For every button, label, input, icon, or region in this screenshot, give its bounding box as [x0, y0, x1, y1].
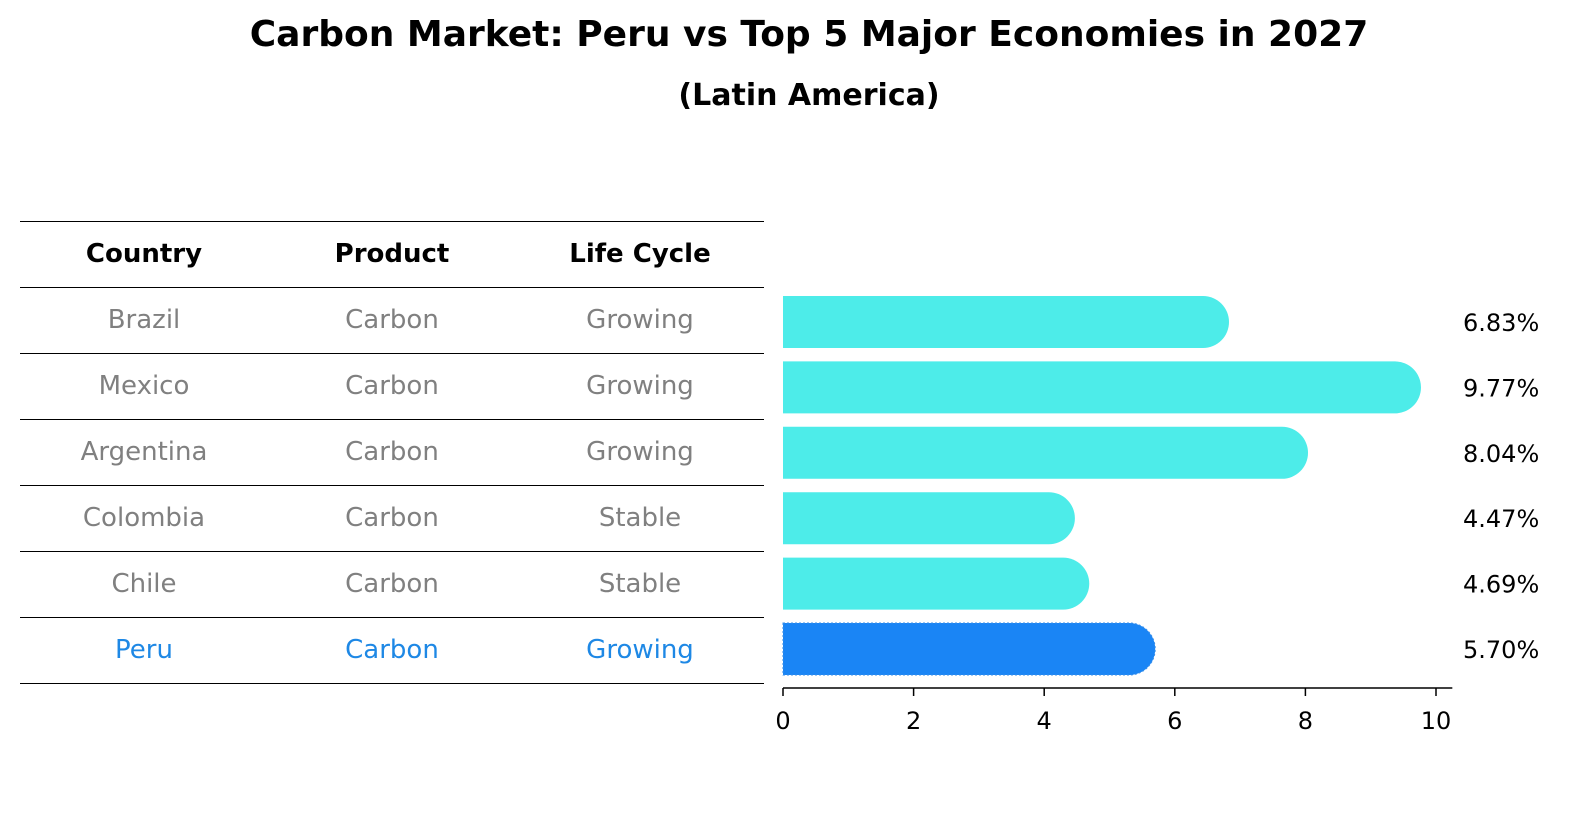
data-label: 4.69% [1463, 571, 1539, 599]
cell-product: Carbon [345, 569, 439, 599]
chart-title: Carbon Market: Peru vs Top 5 Major Econo… [249, 14, 1369, 55]
x-tick-label: 6 [1167, 707, 1182, 735]
table-row: Mexico Carbon Growing [20, 353, 764, 419]
header-country: Country [85, 239, 203, 269]
bar-chile [783, 557, 1090, 610]
table-row: Chile Carbon Stable [20, 551, 764, 617]
x-tick-label: 0 [775, 707, 790, 735]
bar-mexico [783, 361, 1421, 414]
x-tick-label: 10 [1421, 707, 1452, 735]
cell-product: Carbon [345, 437, 439, 467]
comparison-table: Country Product Life Cycle Brazil Carbon… [20, 221, 764, 684]
header-life-cycle: Life Cycle [569, 239, 711, 269]
cell-country: Chile [111, 569, 177, 599]
x-tick-label: 2 [906, 707, 921, 735]
cell-life-cycle: Growing [586, 305, 694, 335]
cell-country: Brazil [107, 305, 181, 335]
cell-country: Argentina [80, 437, 208, 467]
data-label: 8.04% [1463, 440, 1539, 468]
cell-life-cycle: Stable [598, 569, 682, 599]
table-row: Brazil Carbon Growing [20, 287, 764, 353]
x-tick-label: 8 [1298, 707, 1313, 735]
cell-life-cycle: Stable [598, 503, 682, 533]
data-label: 6.83% [1463, 309, 1539, 337]
data-label: 4.47% [1463, 505, 1539, 533]
bar-colombia [783, 492, 1075, 545]
bar-brazil [783, 296, 1229, 348]
data-label: 9.77% [1463, 374, 1539, 402]
cell-country: Mexico [98, 371, 190, 401]
table-header-row: Country Product Life Cycle [20, 221, 764, 287]
cell-product: Carbon [345, 305, 439, 335]
cell-country: Peru [115, 635, 173, 665]
cell-life-cycle: Growing [586, 437, 694, 467]
cell-product: Carbon [345, 503, 439, 533]
cell-product: Carbon [345, 635, 439, 665]
table-row: Argentina Carbon Growing [20, 419, 764, 485]
table-row-highlight: Peru Carbon Growing [20, 617, 764, 684]
table-row: Colombia Carbon Stable [20, 485, 764, 551]
chart-subtitle: (Latin America) [678, 78, 940, 113]
header-product: Product [334, 239, 450, 269]
cell-life-cycle: Growing [586, 371, 694, 401]
cell-life-cycle: Growing [586, 635, 694, 665]
cell-country: Colombia [82, 503, 206, 533]
cell-product: Carbon [345, 371, 439, 401]
data-label: 5.70% [1463, 636, 1539, 664]
bar-peru [782, 622, 1156, 676]
x-tick-label: 4 [1037, 707, 1052, 735]
bar-argentina [783, 426, 1309, 479]
